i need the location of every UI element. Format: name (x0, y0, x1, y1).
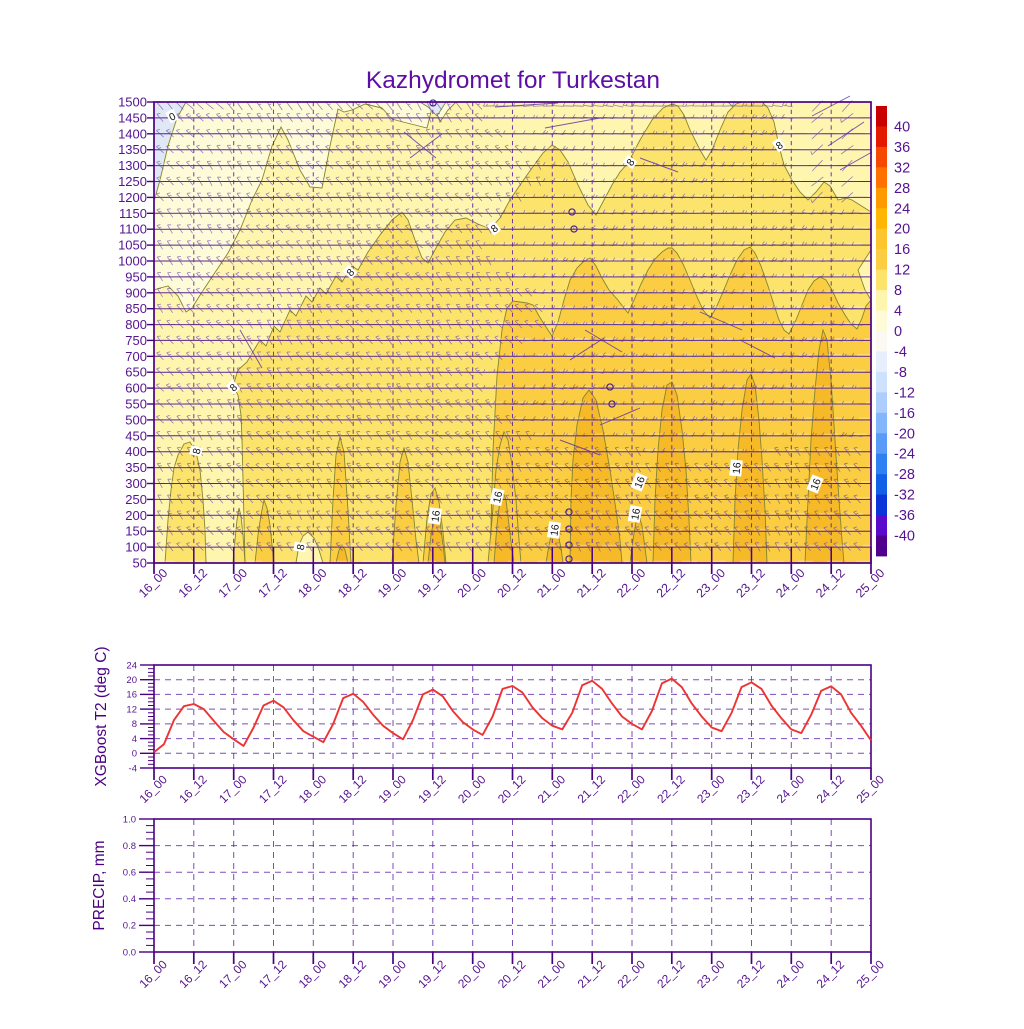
svg-text:1150: 1150 (119, 206, 147, 221)
svg-text:0.6: 0.6 (123, 868, 136, 879)
svg-text:4: 4 (132, 734, 137, 745)
svg-text:650: 650 (125, 365, 147, 380)
svg-text:550: 550 (125, 397, 147, 412)
svg-text:200: 200 (125, 508, 147, 523)
svg-text:-28: -28 (894, 467, 915, 483)
svg-text:0.8: 0.8 (123, 841, 136, 852)
svg-text:750: 750 (125, 333, 147, 348)
svg-text:600: 600 (125, 381, 147, 396)
svg-text:12: 12 (894, 263, 910, 279)
svg-text:0.2: 0.2 (123, 921, 136, 932)
svg-text:24: 24 (894, 201, 910, 217)
svg-text:0: 0 (167, 110, 178, 123)
svg-text:8: 8 (191, 447, 204, 455)
svg-text:-8: -8 (894, 365, 907, 381)
svg-text:20: 20 (894, 222, 910, 238)
svg-text:16: 16 (548, 523, 562, 536)
svg-text:24: 24 (126, 660, 137, 671)
svg-text:0: 0 (894, 324, 902, 340)
svg-text:-4: -4 (129, 763, 137, 774)
svg-text:0: 0 (132, 749, 137, 760)
svg-text:350: 350 (125, 460, 147, 475)
svg-text:28: 28 (894, 181, 910, 197)
svg-text:50: 50 (133, 556, 147, 571)
svg-text:16: 16 (429, 509, 443, 522)
svg-text:16: 16 (126, 690, 137, 701)
svg-text:16: 16 (731, 462, 744, 475)
svg-text:32: 32 (894, 160, 910, 176)
svg-text:0.0: 0.0 (123, 947, 136, 958)
svg-text:850: 850 (125, 301, 147, 316)
svg-text:950: 950 (125, 269, 147, 284)
svg-text:-36: -36 (894, 508, 915, 524)
svg-text:16: 16 (632, 475, 648, 490)
svg-text:1400: 1400 (118, 126, 147, 141)
svg-text:40: 40 (894, 120, 910, 136)
svg-text:250: 250 (125, 492, 147, 507)
svg-text:8: 8 (894, 283, 902, 299)
svg-text:16: 16 (629, 507, 643, 521)
svg-text:1050: 1050 (118, 238, 147, 253)
svg-text:1500: 1500 (118, 95, 147, 110)
svg-text:16: 16 (808, 477, 824, 492)
svg-text:1.0: 1.0 (123, 814, 136, 825)
svg-text:700: 700 (125, 349, 147, 364)
svg-text:-16: -16 (894, 406, 915, 422)
svg-text:Kazhydromet for Turkestan: Kazhydromet for Turkestan (366, 67, 660, 94)
svg-text:XGBoost T2 (deg C): XGBoost T2 (deg C) (93, 646, 110, 786)
svg-text:-4: -4 (894, 345, 907, 361)
svg-text:1100: 1100 (119, 222, 147, 237)
svg-text:1250: 1250 (118, 174, 147, 189)
svg-text:-32: -32 (894, 488, 915, 504)
svg-text:1000: 1000 (118, 254, 147, 269)
svg-text:-12: -12 (894, 385, 915, 401)
svg-text:300: 300 (125, 476, 147, 491)
svg-text:900: 900 (125, 285, 147, 300)
svg-text:20: 20 (126, 675, 137, 686)
svg-text:100: 100 (125, 540, 147, 555)
svg-text:1450: 1450 (118, 110, 147, 125)
svg-text:450: 450 (125, 428, 147, 443)
svg-text:-40: -40 (894, 529, 915, 545)
svg-text:1300: 1300 (118, 158, 147, 173)
svg-text:1200: 1200 (118, 190, 147, 205)
svg-text:-24: -24 (894, 447, 915, 463)
svg-text:400: 400 (125, 444, 147, 459)
svg-text:150: 150 (125, 524, 147, 539)
svg-text:8: 8 (624, 157, 637, 169)
svg-text:8: 8 (774, 139, 786, 152)
svg-text:4: 4 (894, 304, 902, 320)
svg-text:-20: -20 (894, 426, 915, 442)
svg-text:0.4: 0.4 (123, 894, 136, 905)
svg-text:1350: 1350 (118, 142, 147, 157)
svg-text:800: 800 (125, 317, 147, 332)
svg-text:PRECIP, mm: PRECIP, mm (91, 840, 108, 930)
svg-text:16: 16 (491, 490, 505, 504)
svg-text:12: 12 (126, 704, 137, 715)
svg-text:8: 8 (295, 543, 308, 551)
svg-text:16: 16 (894, 242, 910, 258)
svg-text:36: 36 (894, 140, 910, 156)
svg-text:8: 8 (132, 719, 137, 730)
svg-text:500: 500 (125, 412, 147, 427)
